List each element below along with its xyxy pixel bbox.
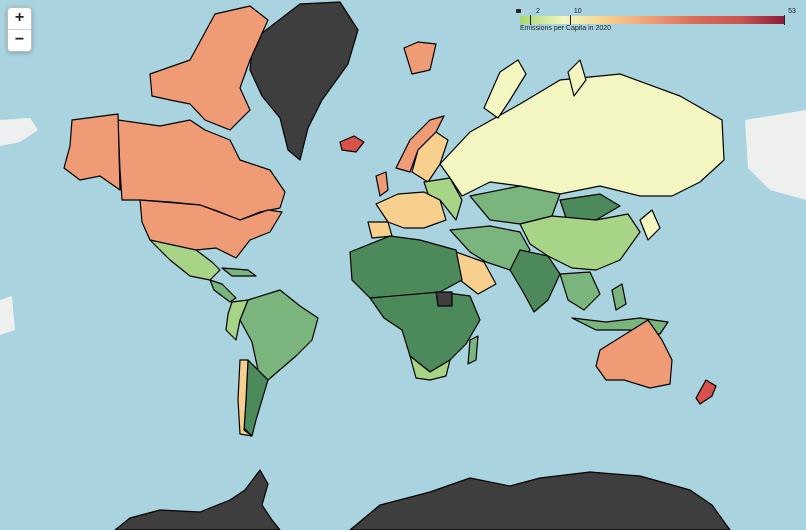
country-canada-islands[interactable] — [149, 5, 269, 131]
country-russia-arctic-islands[interactable] — [483, 59, 527, 119]
country-norway[interactable] — [395, 115, 445, 173]
legend-tick-mark — [529, 15, 531, 25]
legend-tick-label: 10 — [573, 8, 582, 15]
country-china[interactable] — [519, 213, 641, 271]
country-chile[interactable] — [237, 359, 253, 437]
country-iceland[interactable] — [339, 135, 365, 153]
country-mexico[interactable] — [149, 239, 221, 281]
country-novaya-zemlya[interactable] — [567, 59, 587, 97]
country-india[interactable] — [509, 249, 561, 313]
country-antarctica[interactable] — [114, 469, 281, 530]
legend-nodata-icon — [516, 9, 521, 13]
country-russia[interactable] — [439, 73, 725, 197]
country-western-europe[interactable] — [375, 191, 447, 229]
country-svalbard[interactable] — [403, 41, 437, 75]
legend: 2 10 53 Emissions per Capita in 2020 — [516, 8, 796, 34]
zoom-out-button[interactable]: − — [8, 29, 31, 51]
country-north-africa[interactable] — [349, 235, 463, 299]
country-antarctica-east[interactable] — [349, 471, 731, 530]
country-spain[interactable] — [367, 221, 393, 239]
legend-tick-mark — [569, 15, 571, 25]
country-usa-alaska[interactable] — [63, 113, 121, 191]
country-new-zealand[interactable] — [695, 379, 717, 405]
country-brazil[interactable] — [239, 289, 319, 381]
legend-tick-label: 53 — [788, 8, 796, 15]
country-central-america[interactable] — [209, 279, 237, 303]
country-southern-africa[interactable] — [409, 355, 451, 381]
country-peru-colombia[interactable] — [225, 299, 249, 341]
country-mongolia[interactable] — [559, 193, 621, 221]
russia-far-east-west-edge — [0, 118, 38, 146]
country-cuba[interactable] — [221, 267, 257, 277]
legend-tick-label: 2 — [536, 8, 540, 15]
country-australia[interactable] — [595, 319, 673, 389]
west-africa-edge-land — [0, 296, 15, 335]
legend-tick-mark — [784, 15, 785, 25]
country-south-sudan[interactable] — [435, 291, 453, 307]
legend-color-bar — [520, 16, 784, 24]
zoom-control: + − — [7, 7, 32, 52]
country-japan[interactable] — [639, 209, 661, 241]
zoom-in-button[interactable]: + — [14, 9, 25, 26]
country-uk[interactable] — [375, 171, 389, 197]
alaska-east-edge — [745, 110, 806, 200]
country-madagascar[interactable] — [467, 335, 479, 365]
country-southeast-asia[interactable] — [559, 271, 601, 311]
country-philippines[interactable] — [611, 283, 627, 311]
country-greenland[interactable] — [249, 1, 359, 161]
legend-caption: Emissions per Capita in 2020 — [520, 25, 612, 32]
